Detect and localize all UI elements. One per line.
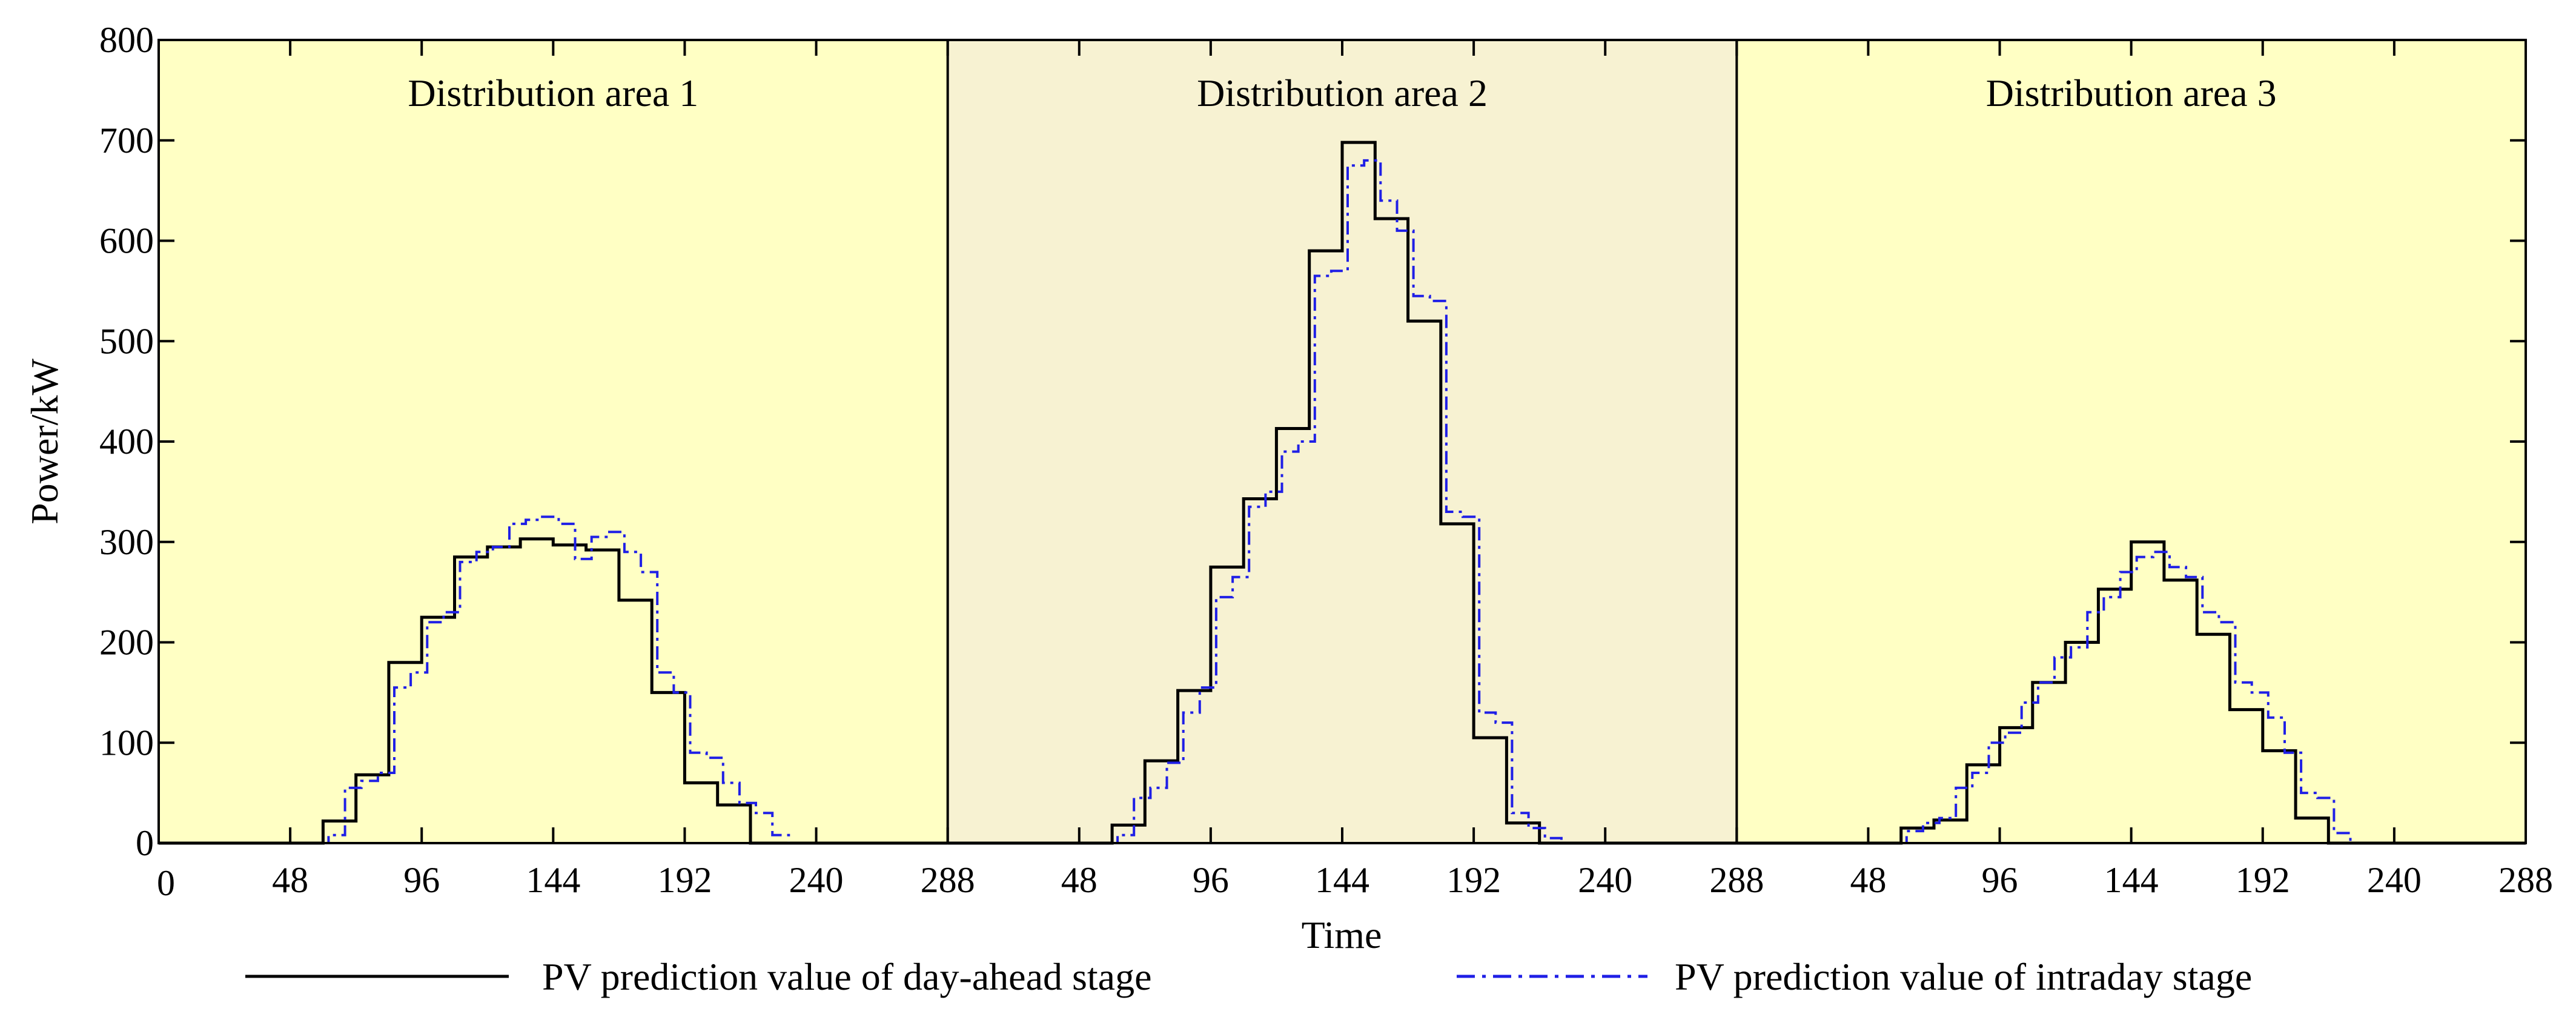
x-tick-label: 240 xyxy=(789,860,844,900)
x-tick-label: 288 xyxy=(1709,860,1764,900)
x-tick-label: 96 xyxy=(403,860,440,900)
x-tick-label: 48 xyxy=(272,860,308,900)
x-tick-label: 96 xyxy=(1982,860,2018,900)
y-tick-label: 400 xyxy=(99,422,154,462)
x-axis-title: Time xyxy=(1302,913,1382,956)
panel-background-1 xyxy=(159,40,948,843)
y-tick-label: 700 xyxy=(99,121,154,161)
y-tick-label: 800 xyxy=(99,20,154,60)
y-tick-label: 200 xyxy=(99,623,154,663)
x-tick-label: 144 xyxy=(526,860,580,900)
y-tick-label: 0 xyxy=(136,823,154,863)
x-tick-label: 192 xyxy=(657,860,712,900)
series-day-ahead-area-2 xyxy=(947,141,1737,845)
x-tick-label: 96 xyxy=(1193,860,1229,900)
y-tick-label: 300 xyxy=(99,522,154,562)
series-intraday-area-1 xyxy=(159,515,948,844)
x-tick-label: 240 xyxy=(1578,860,1632,900)
y-tick-label: 100 xyxy=(99,723,154,763)
legend-label-2: PV prediction value of intraday stage xyxy=(1675,955,2252,998)
y-tick-label: 500 xyxy=(99,321,154,361)
panel-title-1: Distribution area 1 xyxy=(408,71,698,114)
series-intraday-area-3 xyxy=(1737,551,2526,844)
x-tick-label: 48 xyxy=(1061,860,1098,900)
panel-title-2: Distribution area 2 xyxy=(1197,71,1488,114)
x-tick-label: 48 xyxy=(1850,860,1886,900)
x-tick-label: 288 xyxy=(921,860,975,900)
x-tick-label: 288 xyxy=(2498,860,2553,900)
x-tick-label: 144 xyxy=(2104,860,2159,900)
x-tick-label: 192 xyxy=(1446,860,1501,900)
x-tick-label: 144 xyxy=(1315,860,1369,900)
x-tick-label-origin: 0 xyxy=(157,863,175,903)
panel-title-3: Distribution area 3 xyxy=(1986,71,2277,114)
y-tick-label: 600 xyxy=(99,221,154,261)
series-day-ahead-area-3 xyxy=(1737,540,2526,845)
y-axis-title: Power/kW xyxy=(23,359,66,525)
x-tick-label: 240 xyxy=(2367,860,2422,900)
legend-label-1: PV prediction value of day-ahead stage xyxy=(542,955,1151,998)
x-tick-label: 192 xyxy=(2236,860,2290,900)
panel-background-3 xyxy=(1737,40,2526,843)
series-day-ahead-area-1 xyxy=(159,537,948,845)
